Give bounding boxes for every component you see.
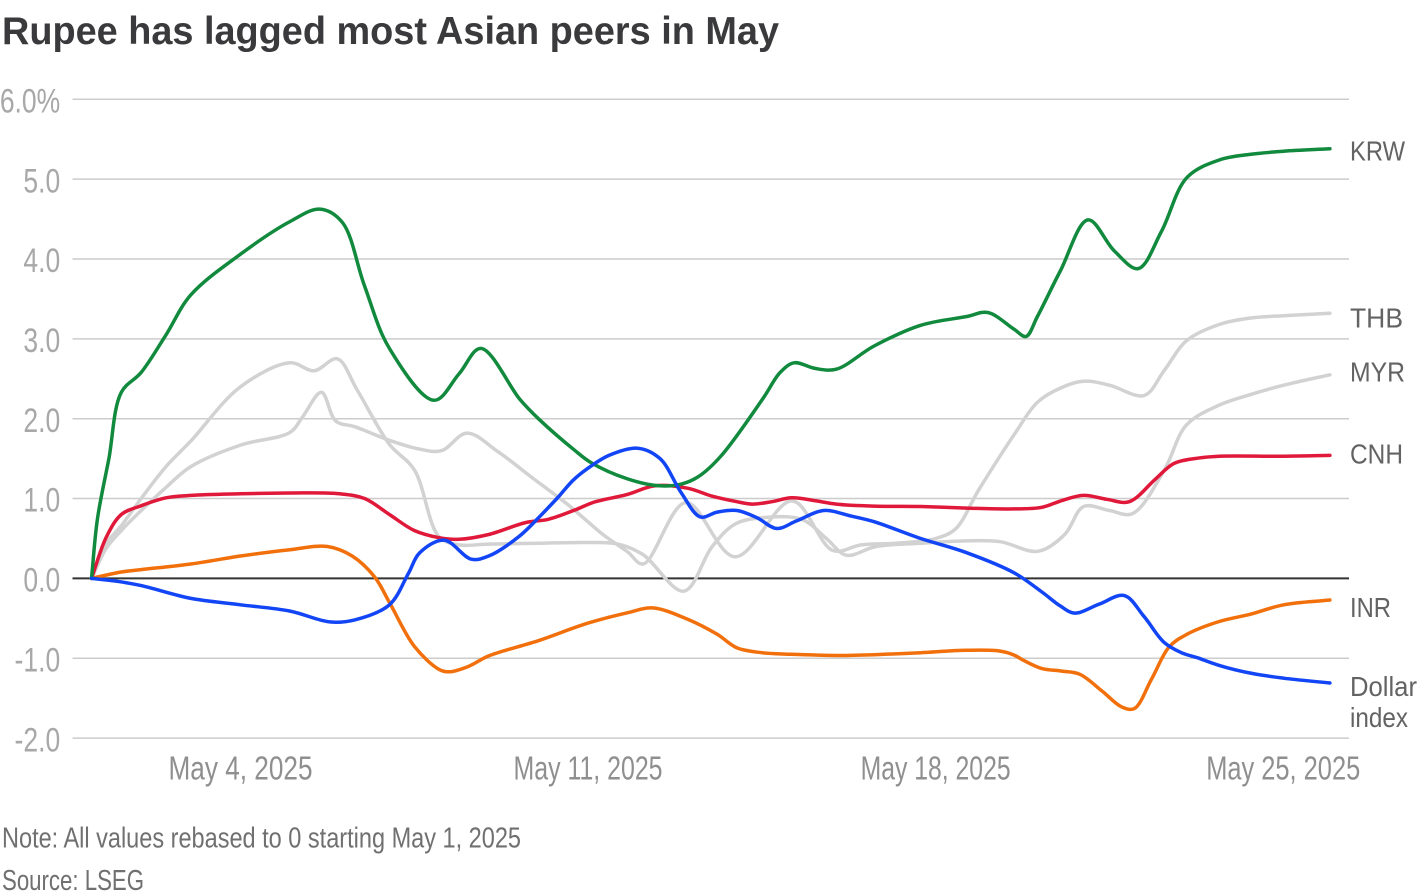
svg-text:4.0: 4.0: [23, 242, 60, 280]
svg-text:May 4, 2025: May 4, 2025: [169, 750, 313, 787]
svg-text:May 18, 2025: May 18, 2025: [861, 750, 1011, 787]
svg-text:INR: INR: [1350, 591, 1391, 623]
svg-text:May 11, 2025: May 11, 2025: [514, 750, 663, 787]
svg-text:May 25, 2025: May 25, 2025: [1206, 750, 1360, 787]
svg-text:3.0: 3.0: [23, 322, 60, 360]
svg-text:index: index: [1350, 701, 1408, 733]
svg-text:KRW: KRW: [1350, 135, 1405, 167]
svg-text:THB: THB: [1350, 302, 1403, 334]
svg-text:Note: All values rebased to 0: Note: All values rebased to 0 starting M…: [2, 822, 521, 854]
svg-text:6.0%: 6.0%: [0, 82, 60, 120]
svg-text:5.0: 5.0: [23, 162, 60, 200]
svg-text:0.0: 0.0: [23, 562, 60, 600]
svg-text:-1.0: -1.0: [15, 641, 61, 679]
svg-text:Rupee has lagged most Asian pe: Rupee has lagged most Asian peers in May: [2, 10, 779, 53]
svg-text:2.0: 2.0: [23, 402, 60, 440]
svg-text:1.0: 1.0: [23, 482, 60, 520]
svg-text:MYR: MYR: [1350, 356, 1405, 388]
svg-text:CNH: CNH: [1350, 438, 1403, 470]
svg-text:Dollar: Dollar: [1350, 670, 1417, 702]
svg-text:Source: LSEG: Source: LSEG: [2, 864, 144, 896]
svg-text:-2.0: -2.0: [15, 721, 61, 759]
